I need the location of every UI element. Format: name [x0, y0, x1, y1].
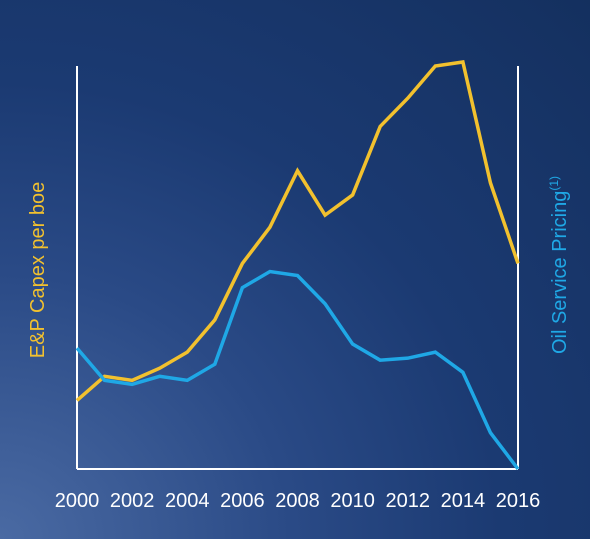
x-tick-label: 2012 — [386, 490, 431, 512]
right-axis-title: Oil Service Pricing(1) — [547, 176, 571, 354]
x-tick-label: 2010 — [330, 490, 375, 512]
series-line-oil-service-pricing — [75, 269, 520, 471]
right-axis-title-superscript: (1) — [547, 176, 561, 191]
x-tick-label: 2002 — [110, 490, 155, 512]
x-tick-label: 2006 — [220, 490, 265, 512]
x-tick-label: 2000 — [55, 490, 100, 512]
series-lines — [75, 60, 520, 471]
x-tick-label: 2014 — [441, 490, 486, 512]
series-line-ep-capex — [75, 60, 520, 402]
x-tick-label: 2016 — [496, 490, 541, 512]
right-axis-title-text: Oil Service Pricing — [549, 191, 571, 354]
x-tick-label: 2008 — [275, 490, 320, 512]
x-tick-labels: 2000 2002 2004 2006 2008 2010 2012 2014 2016 — [55, 490, 541, 512]
left-axis-title: E&P Capex per boe — [27, 182, 49, 358]
x-tick-label: 2004 — [165, 490, 210, 512]
